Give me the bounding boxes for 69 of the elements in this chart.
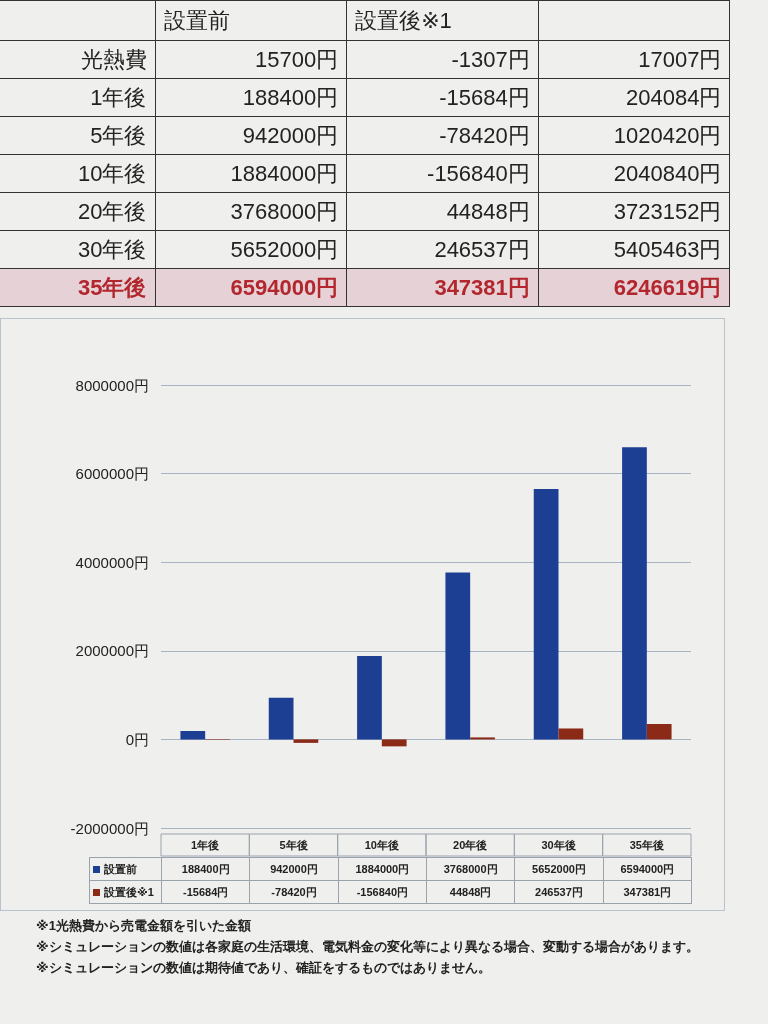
text: 204084円 bbox=[626, 84, 722, 110]
data-label: 942000円 bbox=[249, 857, 339, 881]
category-label: 設置前 bbox=[155, 0, 347, 41]
x-tick-label: 1年後 bbox=[191, 839, 220, 851]
data-label: 347381円 bbox=[603, 880, 692, 904]
x-tick-label: 30年後 bbox=[541, 839, 576, 851]
category-label: 35年後 bbox=[78, 274, 147, 300]
text: 6594000円 bbox=[230, 274, 339, 300]
text: -15684円 bbox=[439, 84, 530, 110]
x-tick-label: 5年後 bbox=[279, 839, 308, 851]
x-tick-label: 35年後 bbox=[629, 839, 664, 851]
text: -78420円 bbox=[439, 122, 530, 148]
bar bbox=[646, 724, 672, 740]
text: 347381円 bbox=[434, 274, 530, 300]
y-tick-label: -2000000円 bbox=[70, 819, 149, 837]
bar bbox=[445, 572, 471, 740]
data-label: 6594000円 bbox=[603, 857, 692, 881]
y-tick-label: 8000000円 bbox=[75, 376, 149, 394]
category-label: 光熱費 bbox=[80, 46, 147, 72]
data-label: 5652000円 bbox=[514, 857, 604, 881]
text: 3723152円 bbox=[613, 198, 722, 224]
text: 15700円 bbox=[254, 46, 339, 72]
y-tick-label: 4000000円 bbox=[75, 553, 149, 571]
text: 246537円 bbox=[434, 236, 530, 262]
bar bbox=[357, 655, 382, 740]
category-label: 設置後※1 bbox=[346, 0, 539, 41]
data-label: -78420円 bbox=[249, 880, 339, 904]
x-tick-label: 10年後 bbox=[364, 839, 399, 851]
category-label: 5年後 bbox=[90, 122, 147, 148]
text: -1307円 bbox=[451, 46, 530, 72]
bar bbox=[268, 697, 294, 740]
bar bbox=[558, 728, 584, 740]
text: ※シミュレーションの数値は各家庭の生活環境、電気料金の変化等により異なる場合、変動する場合があります。 bbox=[36, 938, 700, 956]
bar bbox=[622, 447, 647, 740]
category-label: 1年後 bbox=[90, 84, 147, 110]
text: 3768000円 bbox=[230, 198, 339, 224]
data-label: 246537円 bbox=[514, 880, 604, 904]
y-tick-label: 0円 bbox=[125, 730, 149, 748]
text: 1884000円 bbox=[230, 160, 339, 186]
text: ※シミュレーションの数値は期待値であり、確証をするものではありません。 bbox=[36, 959, 492, 977]
text: 2040840円 bbox=[613, 160, 722, 186]
legend-label: 設置前 bbox=[104, 862, 137, 875]
text: 6246619円 bbox=[613, 274, 722, 300]
x-tick-label: 20年後 bbox=[453, 839, 488, 851]
data-label: -15684円 bbox=[161, 880, 250, 904]
data-label: -156840円 bbox=[338, 880, 427, 904]
text: -156840円 bbox=[427, 160, 530, 186]
category-label: 30年後 bbox=[78, 236, 147, 262]
text: 44848円 bbox=[446, 198, 530, 224]
bar bbox=[180, 731, 206, 740]
category-label: 10年後 bbox=[78, 160, 147, 186]
text: 188400円 bbox=[242, 84, 339, 110]
data-label: 3768000円 bbox=[426, 857, 515, 881]
bar bbox=[533, 489, 559, 740]
text: 1020420円 bbox=[613, 122, 722, 148]
text: 5405463円 bbox=[613, 236, 722, 262]
bar bbox=[293, 739, 319, 743]
legend-label: 設置後※1 bbox=[104, 885, 154, 898]
text: ※1光熱費から売電金額を引いた金額 bbox=[36, 917, 252, 935]
text: 5652000円 bbox=[230, 236, 339, 262]
data-label: 188400円 bbox=[161, 857, 250, 881]
bar bbox=[381, 739, 407, 747]
data-label: 1884000円 bbox=[338, 857, 427, 881]
text: 942000円 bbox=[242, 122, 339, 148]
text: 17007円 bbox=[638, 46, 722, 72]
y-tick-label: 2000000円 bbox=[75, 642, 149, 660]
y-tick-label: 6000000円 bbox=[75, 465, 149, 483]
data-label: 44848円 bbox=[426, 880, 515, 904]
category-label: 20年後 bbox=[78, 198, 147, 224]
